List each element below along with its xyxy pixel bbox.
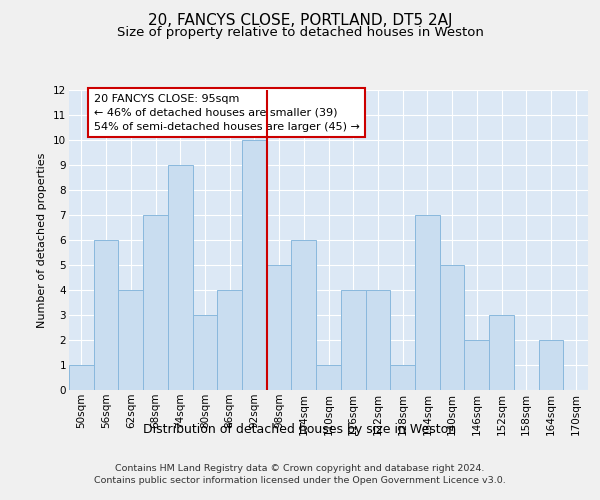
Bar — [292, 240, 316, 390]
Bar — [390, 365, 415, 390]
Bar — [193, 315, 217, 390]
Bar — [94, 240, 118, 390]
Bar — [143, 215, 168, 390]
Bar — [316, 365, 341, 390]
Text: 20 FANCYS CLOSE: 95sqm
← 46% of detached houses are smaller (39)
54% of semi-det: 20 FANCYS CLOSE: 95sqm ← 46% of detached… — [94, 94, 359, 132]
Bar — [415, 215, 440, 390]
Bar — [69, 365, 94, 390]
Bar — [539, 340, 563, 390]
Text: 20, FANCYS CLOSE, PORTLAND, DT5 2AJ: 20, FANCYS CLOSE, PORTLAND, DT5 2AJ — [148, 12, 452, 28]
Text: Distribution of detached houses by size in Weston: Distribution of detached houses by size … — [143, 422, 457, 436]
Bar — [341, 290, 365, 390]
Bar — [242, 140, 267, 390]
Y-axis label: Number of detached properties: Number of detached properties — [37, 152, 47, 328]
Bar — [118, 290, 143, 390]
Bar — [267, 265, 292, 390]
Bar — [365, 290, 390, 390]
Text: Size of property relative to detached houses in Weston: Size of property relative to detached ho… — [116, 26, 484, 39]
Bar — [168, 165, 193, 390]
Bar — [217, 290, 242, 390]
Bar — [464, 340, 489, 390]
Bar — [489, 315, 514, 390]
Bar — [440, 265, 464, 390]
Text: Contains HM Land Registry data © Crown copyright and database right 2024.: Contains HM Land Registry data © Crown c… — [115, 464, 485, 473]
Text: Contains public sector information licensed under the Open Government Licence v3: Contains public sector information licen… — [94, 476, 506, 485]
